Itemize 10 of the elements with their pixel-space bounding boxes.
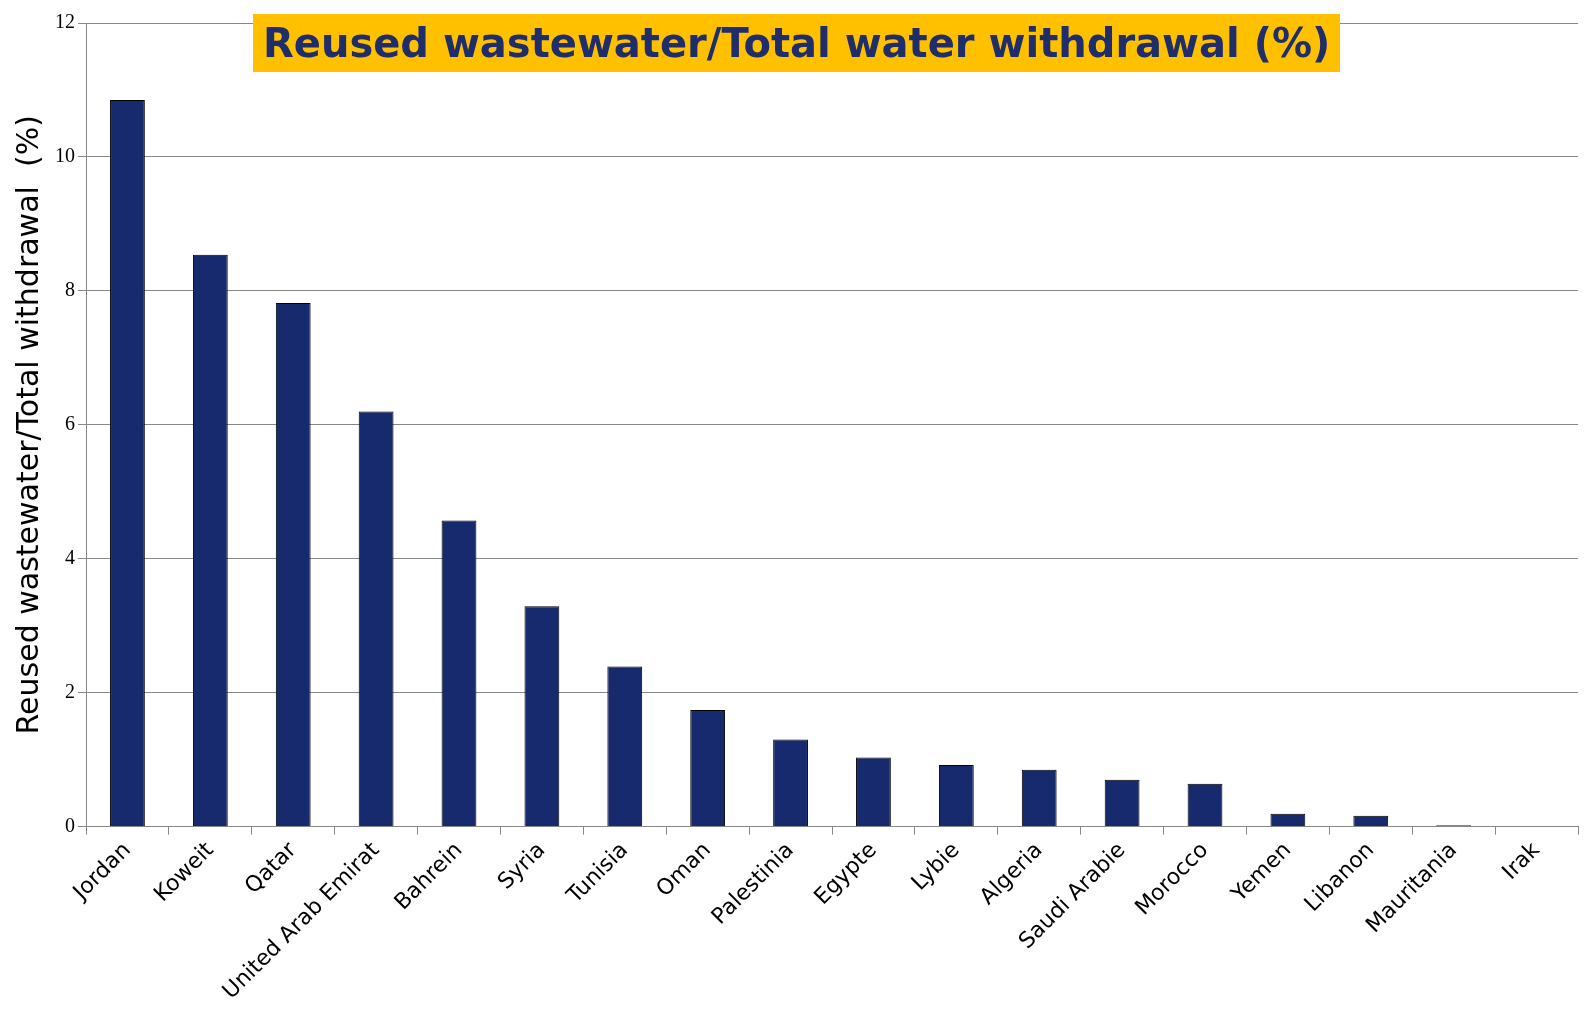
- y-axis-title: Reused wastewater/Total withdrawal (%): [9, 115, 45, 735]
- y-tick-label: 2: [65, 679, 75, 702]
- y-tick-label: 10: [55, 144, 75, 167]
- y-tick-label: 12: [55, 10, 75, 33]
- y-tick-label: 6: [65, 412, 75, 435]
- y-tick-label: 4: [65, 545, 75, 568]
- y-tick-label: 8: [65, 278, 75, 301]
- chart-title: Reused wastewater/Total water withdrawal (%): [253, 14, 1341, 72]
- y-tick-label: 0: [65, 813, 75, 836]
- x-tick-label: Irak: [1496, 836, 1545, 884]
